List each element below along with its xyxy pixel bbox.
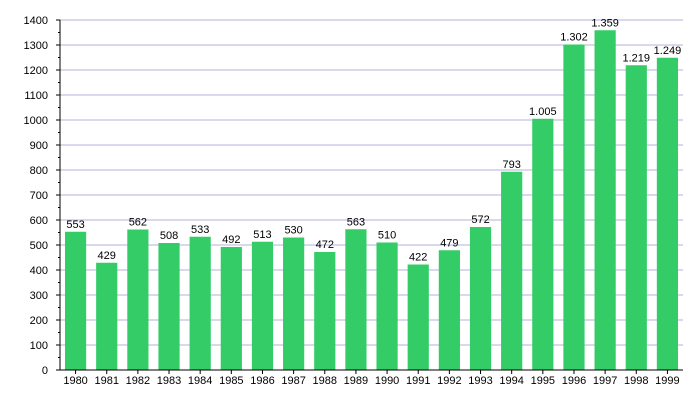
bar-value-label: 429 <box>98 250 116 262</box>
grid-lines <box>60 19 683 346</box>
x-tick-label: 1999 <box>655 375 679 387</box>
bar-value-label: 513 <box>253 229 271 241</box>
y-tick-label: 0 <box>42 365 48 377</box>
x-axis-tick-labels: 1980 1981 1982 1983 1984 1985 1986 1987 1988 1989… <box>63 375 679 387</box>
y-tick-label: 1100 <box>24 90 48 102</box>
x-tick-label: 1986 <box>250 375 274 387</box>
bar-value-label: 553 <box>66 219 84 231</box>
bar-value-label: 533 <box>191 224 209 236</box>
bar <box>127 229 149 370</box>
y-tick-label: 400 <box>30 265 48 277</box>
bar <box>64 231 87 370</box>
bar-value-label: 510 <box>378 230 396 242</box>
bar-value-label: 530 <box>284 225 302 237</box>
bar <box>345 229 367 370</box>
y-tick-label: 200 <box>30 315 48 327</box>
bar <box>656 57 679 370</box>
x-tick-label: 1995 <box>531 375 555 387</box>
bar-value-label: 508 <box>160 230 178 242</box>
x-tick-label: 1988 <box>313 375 337 387</box>
x-tick-label: 1981 <box>94 375 118 387</box>
bar-value-label: 563 <box>347 216 365 228</box>
x-tick-label: 1991 <box>406 375 430 387</box>
y-tick-label: 600 <box>30 215 48 227</box>
bar-value-label: 1.302 <box>560 32 588 44</box>
x-tick-label: 1993 <box>468 375 492 387</box>
x-tick-label: 1997 <box>593 375 617 387</box>
y-tick-label: 900 <box>30 140 48 152</box>
x-tick-label: 1985 <box>219 375 243 387</box>
bar <box>469 227 492 370</box>
x-tick-label: 1982 <box>126 375 150 387</box>
bar <box>501 171 523 370</box>
bar-value-label: 479 <box>440 237 458 249</box>
bar <box>251 241 274 370</box>
bar <box>563 44 585 370</box>
x-tick-label: 1992 <box>437 375 461 387</box>
x-tick-label: 1994 <box>499 375 523 387</box>
bar-value-label: 793 <box>502 159 520 171</box>
y-axis-tick-labels: 0 100 200 300 400 500 600 700 800 900 1000 1100 1200… <box>24 15 48 377</box>
bar <box>314 252 336 370</box>
bar <box>189 236 211 370</box>
y-tick-label: 1000 <box>24 115 48 127</box>
axes <box>56 19 683 374</box>
y-tick-label: 1300 <box>24 40 48 52</box>
bar <box>220 247 242 370</box>
bar <box>158 243 180 370</box>
bar <box>407 264 429 370</box>
y-tick-label: 700 <box>30 190 48 202</box>
bar-value-label: 422 <box>409 252 427 264</box>
bar <box>532 118 554 370</box>
y-tick-label: 800 <box>30 165 48 177</box>
y-tick-label: 300 <box>30 290 48 302</box>
bar <box>376 242 398 370</box>
y-tick-label: 100 <box>30 340 48 352</box>
bar-value-labels: 553 429 562 508 533 492 513 530 472 563 510 422 479 5… <box>66 17 681 263</box>
bar <box>283 237 305 370</box>
y-tick-label: 1200 <box>24 65 48 77</box>
x-tick-label: 1980 <box>63 375 87 387</box>
bar-value-label: 562 <box>129 217 147 229</box>
x-tick-label: 1989 <box>344 375 368 387</box>
y-tick-label: 1400 <box>24 15 48 27</box>
bar-value-label: 1.219 <box>623 52 651 64</box>
bar <box>438 250 460 370</box>
bar-value-label: 492 <box>222 234 240 246</box>
bar <box>96 262 118 370</box>
bar-value-label: 572 <box>471 214 489 226</box>
x-tick-label: 1998 <box>624 375 648 387</box>
bar-value-label: 1.005 <box>529 106 557 118</box>
x-tick-label: 1984 <box>188 375 212 387</box>
x-tick-label: 1990 <box>375 375 399 387</box>
bar <box>625 65 647 370</box>
y-tick-label: 500 <box>30 240 48 252</box>
bar <box>594 30 616 370</box>
x-tick-label: 1987 <box>281 375 305 387</box>
x-tick-label: 1996 <box>562 375 586 387</box>
bar-value-label: 1.359 <box>591 17 619 29</box>
bar-value-label: 472 <box>316 239 334 251</box>
bars <box>64 30 679 370</box>
x-tick-label: 1983 <box>157 375 181 387</box>
bar-value-label: 1.249 <box>654 45 682 57</box>
